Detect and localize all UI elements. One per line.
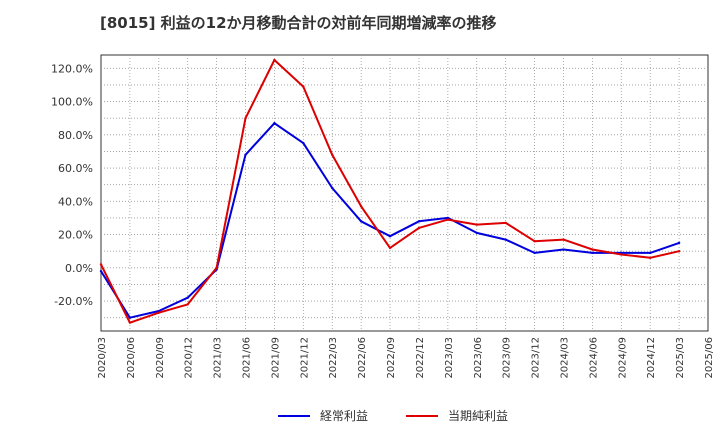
data-point (99, 269, 103, 273)
x-tick-label: 2022/06 (357, 337, 368, 379)
x-tick-label: 2023/09 (502, 337, 513, 379)
data-point (620, 253, 623, 256)
data-point (359, 220, 363, 223)
legend-label: 経常利益 (320, 409, 368, 423)
data-point (273, 121, 276, 125)
x-tick-label: 2020/12 (184, 337, 195, 379)
data-point (446, 216, 450, 220)
data-point (302, 85, 305, 88)
y-tick-label: 100.0% (51, 96, 93, 109)
data-point (215, 266, 218, 270)
data-point (591, 251, 594, 255)
data-point (533, 240, 536, 243)
x-tick-label: 2023/03 (444, 337, 455, 379)
data-point (417, 220, 421, 223)
data-point (446, 218, 450, 221)
data-point (388, 235, 392, 238)
x-tick-label: 2021/09 (270, 337, 281, 379)
data-point (331, 186, 334, 190)
y-tick-label: 120.0% (51, 62, 93, 75)
data-point (677, 249, 681, 253)
data-point (677, 241, 681, 245)
data-point (504, 238, 507, 241)
data-point (186, 296, 189, 299)
data-point (475, 231, 478, 235)
y-tick-label: 0.0% (65, 262, 93, 275)
data-point (244, 153, 247, 156)
x-axis-ticks: 2020/03 2020/06 2020/09 2020/12 2021/03 2021/… (97, 337, 715, 379)
plot-area (100, 54, 709, 332)
data-point (302, 141, 305, 145)
data-point (128, 316, 132, 319)
data-point (359, 205, 363, 208)
data-point (128, 321, 132, 324)
x-tick-label: 2024/12 (646, 337, 657, 379)
x-tick-label: 2020/03 (97, 337, 108, 379)
legend: 経常利益 当期純利益 (278, 409, 508, 423)
data-point (504, 221, 507, 225)
data-point (273, 58, 276, 62)
x-tick-label: 2021/03 (213, 337, 224, 379)
x-tick-label: 2024/03 (559, 337, 570, 379)
data-point (157, 311, 161, 314)
data-point (331, 153, 334, 156)
x-tick-label: 2020/09 (155, 337, 166, 379)
x-tick-label: 2022/03 (328, 337, 339, 379)
grid-lines (101, 55, 708, 331)
y-tick-label: 80.0% (58, 129, 93, 142)
data-point (99, 263, 103, 266)
series-lines (99, 58, 681, 324)
y-tick-label: 20.0% (58, 229, 93, 242)
chart-title: [8015] 利益の12か月移動合計の対前年同期増減率の推移 (100, 14, 497, 32)
x-tick-label: 2021/12 (299, 337, 310, 379)
x-tick-label: 2022/12 (415, 337, 426, 379)
y-tick-label: -20.0% (54, 295, 93, 308)
data-point (533, 251, 536, 255)
x-tick-label: 2021/06 (242, 337, 253, 379)
x-tick-label: 2024/06 (588, 337, 599, 379)
x-tick-label: 2025/03 (675, 337, 686, 379)
y-axis-ticks: 120.0% 100.0% 80.0% 60.0% 40.0% 20.0% 0.0% -20.… (51, 62, 93, 308)
data-point (244, 116, 247, 120)
data-point (562, 238, 565, 241)
y-tick-label: 40.0% (58, 195, 93, 208)
data-point (648, 256, 652, 260)
y-tick-label: 60.0% (58, 162, 93, 175)
data-point (591, 248, 594, 251)
x-tick-label: 2024/09 (617, 337, 628, 379)
x-tick-label: 2020/06 (126, 337, 137, 379)
data-point (562, 248, 565, 251)
data-point (648, 251, 652, 255)
x-tick-label: 2023/12 (531, 337, 542, 379)
legend-label: 当期純利益 (448, 409, 508, 423)
data-point (475, 223, 478, 226)
x-tick-label: 2023/06 (473, 337, 484, 379)
data-point (186, 303, 189, 306)
x-tick-label: 2022/09 (386, 337, 397, 379)
data-point (388, 246, 392, 250)
x-tick-label: 2025/06 (704, 337, 715, 379)
data-point (417, 226, 421, 230)
